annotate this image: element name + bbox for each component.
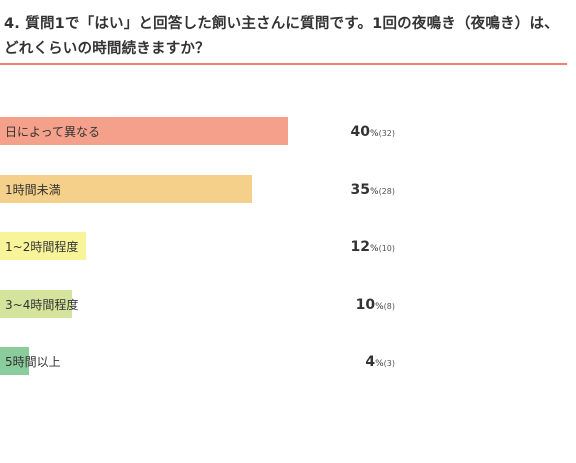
bar — [0, 174, 252, 203]
bar-count: (10) — [378, 244, 395, 253]
bar-percent: 40 — [350, 124, 371, 140]
bar-percent: 10 — [355, 296, 376, 313]
bar — [0, 117, 288, 145]
bar-percent: 12 — [350, 239, 371, 255]
bar-label: 日によって異なる — [5, 125, 101, 139]
bar-count: (32) — [378, 129, 395, 138]
bar-count: (3) — [383, 359, 395, 368]
bar-row: 1~2時間程度 12%(10) — [0, 232, 576, 260]
bar-row: 日によって異なる 40%(32) — [0, 117, 576, 145]
bar-value-label: 4%(3) — [365, 347, 395, 375]
percent-unit: % — [370, 129, 379, 139]
bar-row: 5時間以上 4%(3) — [0, 347, 576, 375]
percent-unit: % — [370, 244, 379, 254]
bar-row: 1時間未満 35%(28) — [0, 174, 576, 203]
bar-label: 1時間未満 — [5, 182, 61, 197]
bar-value-label: 10%(8) — [356, 290, 395, 318]
bar-label: 3~4時間程度 — [5, 297, 79, 312]
bar-percent: 35 — [350, 181, 371, 198]
title-divider — [0, 63, 567, 65]
percent-unit: % — [375, 359, 384, 369]
bar-label: 5時間以上 — [5, 355, 61, 369]
bar-count: (8) — [383, 301, 395, 311]
bar-value-label: 12%(10) — [351, 232, 395, 260]
bar-value-label: 35%(28) — [351, 175, 395, 203]
bar — [0, 232, 87, 260]
bar-count: (28) — [378, 186, 395, 196]
bar — [0, 289, 72, 318]
chart-title: 4. 質問1で「はい」と回答した飼い主さんに質問です。1回の夜鳴き（夜鳴き）は、… — [4, 16, 559, 57]
bar-label: 1~2時間程度 — [5, 240, 79, 254]
bar-percent: 4 — [365, 354, 376, 370]
bar-row: 3~4時間程度 10%(8) — [0, 289, 576, 318]
percent-unit: % — [370, 186, 379, 197]
bar — [0, 347, 29, 375]
bar-value-label: 40%(32) — [351, 117, 395, 145]
percent-unit: % — [375, 301, 384, 312]
